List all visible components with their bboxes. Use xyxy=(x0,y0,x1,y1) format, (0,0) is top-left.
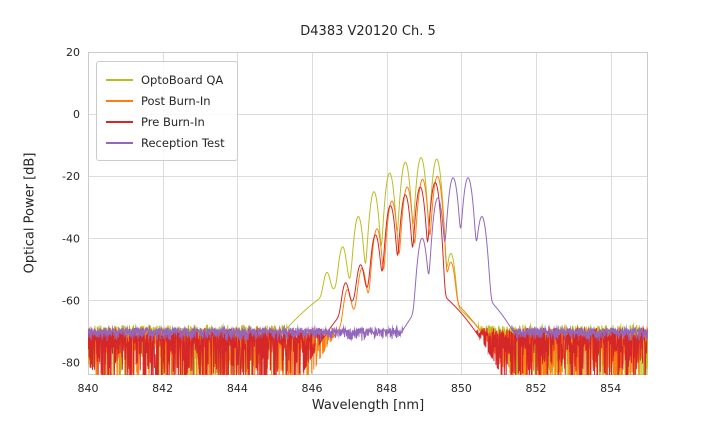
legend-line-swatch xyxy=(106,120,133,123)
legend-label: Post Burn-In xyxy=(141,93,211,108)
legend-label: Reception Test xyxy=(141,135,225,150)
legend-line-swatch xyxy=(106,99,133,102)
legend-item: Post Burn-In xyxy=(106,90,225,111)
y-axis-label: Optical Power [dB] xyxy=(22,152,38,274)
legend: OptoBoard QA Post Burn-In Pre Burn-In Recep… xyxy=(96,61,238,161)
legend-item: Reception Test xyxy=(106,132,225,153)
chart-title: D4383 V20120 Ch. 5 xyxy=(300,24,436,39)
legend-label: OptoBoard QA xyxy=(141,72,224,87)
legend-line-swatch xyxy=(106,141,133,144)
legend-line-swatch xyxy=(106,78,133,81)
x-axis-label: Wavelength [nm] xyxy=(311,398,425,413)
legend-item: Pre Burn-In xyxy=(106,111,225,132)
legend-item: OptoBoard QA xyxy=(106,69,225,90)
legend-label: Pre Burn-In xyxy=(141,114,205,129)
